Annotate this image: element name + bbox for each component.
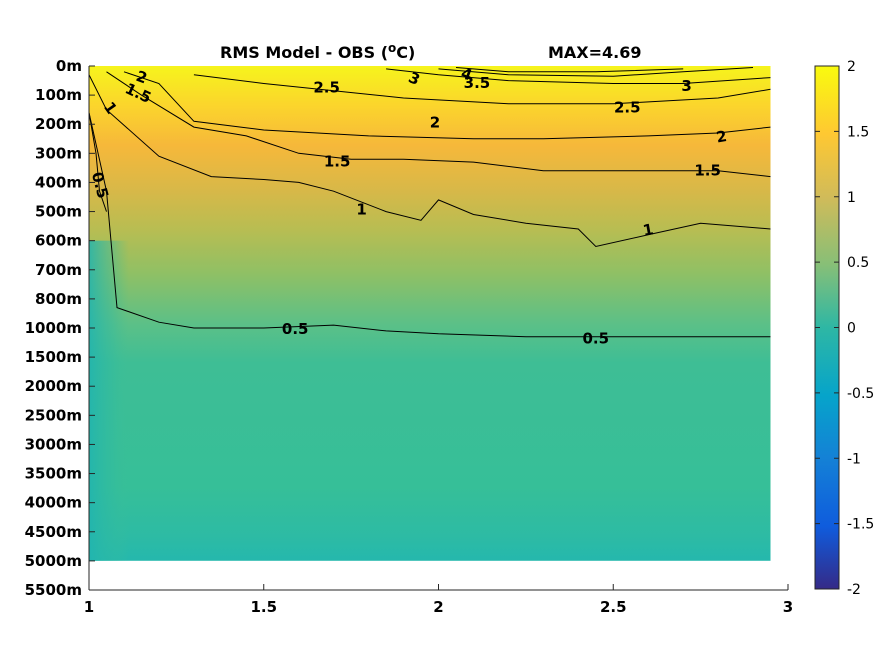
y-tick-label: 5500m	[25, 581, 82, 599]
y-tick-label: 3000m	[25, 435, 82, 453]
contour-label: 2	[715, 127, 728, 147]
colorbar-tick-label: 0.5	[847, 255, 869, 271]
x-tick-label: 1	[84, 598, 94, 616]
contour-line-3-6	[386, 68, 771, 84]
y-tick-label: 200m	[35, 115, 82, 133]
colorbar-tick-label: -1	[847, 451, 861, 467]
title-unit: C)	[396, 43, 415, 62]
contour-line-2-4	[123, 71, 771, 140]
contour-line-0.5-1	[89, 112, 107, 212]
y-tick-label: 4000m	[25, 494, 82, 512]
y-tick-label: 0m	[56, 57, 82, 75]
colorbar-tick-label: -1.5	[847, 517, 874, 533]
title-main: RMS Model - OBS (	[220, 43, 388, 62]
y-tick-label: 3500m	[25, 465, 82, 483]
y-tick-label: 4500m	[25, 523, 82, 541]
y-tick-label: 2500m	[25, 406, 82, 424]
colorbar-tick-label: 2	[847, 59, 856, 75]
contour-line-2.5-5	[193, 74, 771, 105]
colorbar-ticks: 2 1.5 1 0.5 0 -0.5 -1 -1.5 -2	[815, 59, 874, 598]
contour-label: 0.5	[88, 170, 112, 200]
contour-line-1-2	[89, 74, 771, 248]
contour-label: 1	[641, 220, 654, 240]
contour-label: 1.5	[324, 153, 351, 171]
contour-label: 2	[430, 113, 440, 131]
axes: 0m 100m 200m 300m 400m 500m 600m 700m 800m 1000m 1…	[25, 57, 794, 616]
y-tick-label: 500m	[35, 203, 82, 221]
x-tick-label: 2	[433, 598, 443, 616]
colorbar-tick-label: 0	[847, 321, 856, 337]
contour-line-3.5-7	[438, 67, 754, 77]
contour-line-4-8	[455, 67, 684, 73]
contour-line-0.5-0	[89, 112, 771, 338]
chart-title: RMS Model - OBS (oC)	[220, 41, 415, 62]
colorbar-tick-label: -2	[847, 582, 861, 598]
y-tick-label: 2000m	[25, 377, 82, 395]
y-tick-label: 600m	[35, 232, 82, 250]
heatmap-left-shade	[89, 240, 129, 561]
max-value-label: MAX=4.69	[548, 43, 642, 62]
heatmap-base	[89, 66, 771, 561]
contour-label: 2.5	[313, 78, 340, 96]
contour-label: 3.5	[464, 74, 491, 92]
y-tick-label: 1500m	[25, 348, 82, 366]
colorbar-tick-label: -0.5	[847, 386, 874, 402]
y-tick-label: 100m	[35, 86, 82, 104]
x-tick-label: 1.5	[250, 598, 277, 616]
y-tick-label: 700m	[35, 261, 82, 279]
contour-label: 0.5	[582, 330, 609, 348]
contour-label: 1.5	[694, 161, 721, 179]
y-tick-label: 1000m	[25, 319, 82, 337]
contour-lines	[89, 67, 771, 338]
y-tick-label: 300m	[35, 144, 82, 162]
title-unit-sup: o	[388, 41, 396, 55]
colorbar-tick-label: 1.5	[847, 124, 869, 140]
y-tick-label: 400m	[35, 173, 82, 191]
contour-label: 1	[356, 201, 366, 219]
x-tick-label: 3	[783, 598, 793, 616]
contour-line-1.5-3	[106, 71, 771, 178]
x-tick-label: 2.5	[600, 598, 627, 616]
contour-label: 2.5	[614, 99, 641, 117]
colorbar-tick-label: 1	[847, 190, 856, 206]
contour-label: 3	[681, 77, 691, 95]
colorbar: 2 1.5 1 0.5 0 -0.5 -1 -1.5 -2	[814, 59, 874, 598]
y-tick-label: 5000m	[25, 552, 82, 570]
y-tick-label: 800m	[35, 290, 82, 308]
contour-label: 0.5	[282, 320, 309, 338]
